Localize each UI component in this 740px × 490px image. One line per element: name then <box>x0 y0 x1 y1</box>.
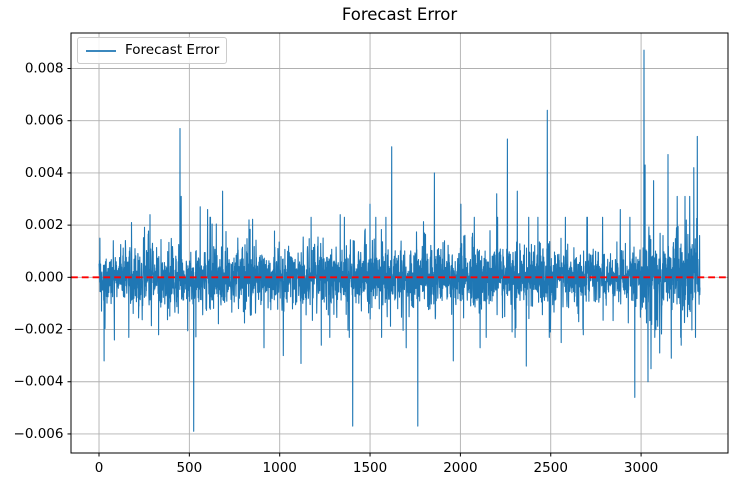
x-tick-label: 500 <box>176 460 202 476</box>
y-tick-label: −0.004 <box>14 374 64 390</box>
legend: Forecast Error <box>77 37 227 64</box>
x-tick-label: 2000 <box>443 460 477 476</box>
x-tick-label: 1500 <box>353 460 387 476</box>
x-tick-label: 1000 <box>263 460 297 476</box>
x-tick-label: 3000 <box>624 460 658 476</box>
x-tick-label: 0 <box>95 460 104 476</box>
y-tick-label: 0.008 <box>25 61 64 77</box>
legend-line-icon <box>86 49 116 52</box>
forecast-error-series-line <box>98 49 701 432</box>
y-tick-label: 0.000 <box>25 269 64 285</box>
legend-label: Forecast Error <box>125 41 220 58</box>
chart-title: Forecast Error <box>341 5 458 24</box>
plot-border <box>70 32 729 454</box>
y-tick-label: 0.004 <box>25 165 64 181</box>
y-tick-label: −0.006 <box>14 426 64 442</box>
y-tick-label: 0.002 <box>25 217 64 233</box>
x-tick-label: 2500 <box>534 460 568 476</box>
y-tick-label: −0.002 <box>14 322 64 338</box>
y-tick-label: 0.006 <box>25 113 64 129</box>
